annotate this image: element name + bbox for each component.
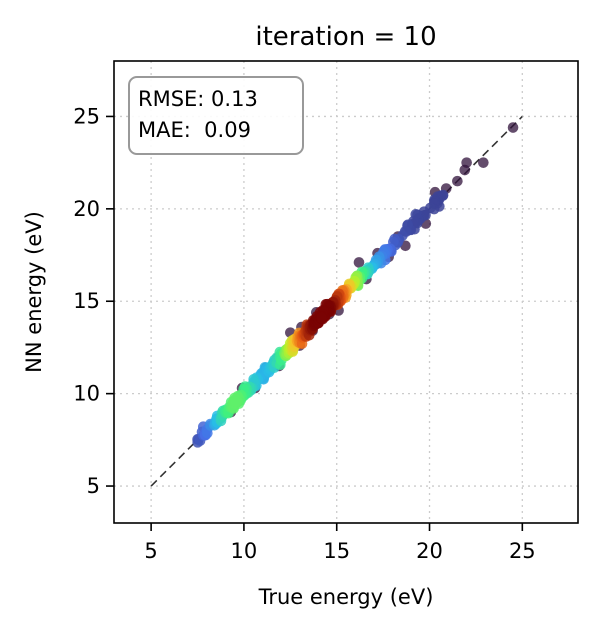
data-point-outlier xyxy=(452,175,463,187)
data-point xyxy=(316,312,328,324)
x-tick-label: 25 xyxy=(509,539,536,563)
x-axis-label: True energy (eV) xyxy=(258,585,434,609)
x-tick-label: 10 xyxy=(231,539,258,563)
plot-frame xyxy=(113,60,579,524)
grid-lines xyxy=(114,61,578,523)
stats-box: RMSE: 0.13 MAE: 0.09 xyxy=(128,76,304,155)
rmse-label: RMSE: 0.13 xyxy=(138,87,258,111)
axis-ticks: 5 10 15 20 25 5 10 15 20 25 xyxy=(73,104,535,563)
data-point-outlier xyxy=(507,122,519,133)
y-tick-label: 15 xyxy=(73,289,100,313)
y-axis-label: NN energy (eV) xyxy=(22,211,46,373)
x-tick-label: 20 xyxy=(416,539,443,563)
x-tick-label: 15 xyxy=(323,539,350,563)
y-tick-label: 20 xyxy=(73,197,100,221)
data-point-outlier xyxy=(459,164,471,176)
stats-box-frame xyxy=(128,76,304,155)
y-tick-label: 25 xyxy=(73,104,100,128)
data-point xyxy=(229,396,241,407)
mae-label: MAE: 0.09 xyxy=(138,118,251,142)
y-tick-label: 10 xyxy=(73,382,100,406)
data-points xyxy=(192,122,519,448)
y-tick-label: 5 xyxy=(87,474,100,498)
x-tick-label: 5 xyxy=(144,539,157,563)
data-point-outlier xyxy=(353,257,365,268)
chart-title: iteration = 10 xyxy=(255,22,436,52)
data-point-outlier xyxy=(478,157,489,168)
